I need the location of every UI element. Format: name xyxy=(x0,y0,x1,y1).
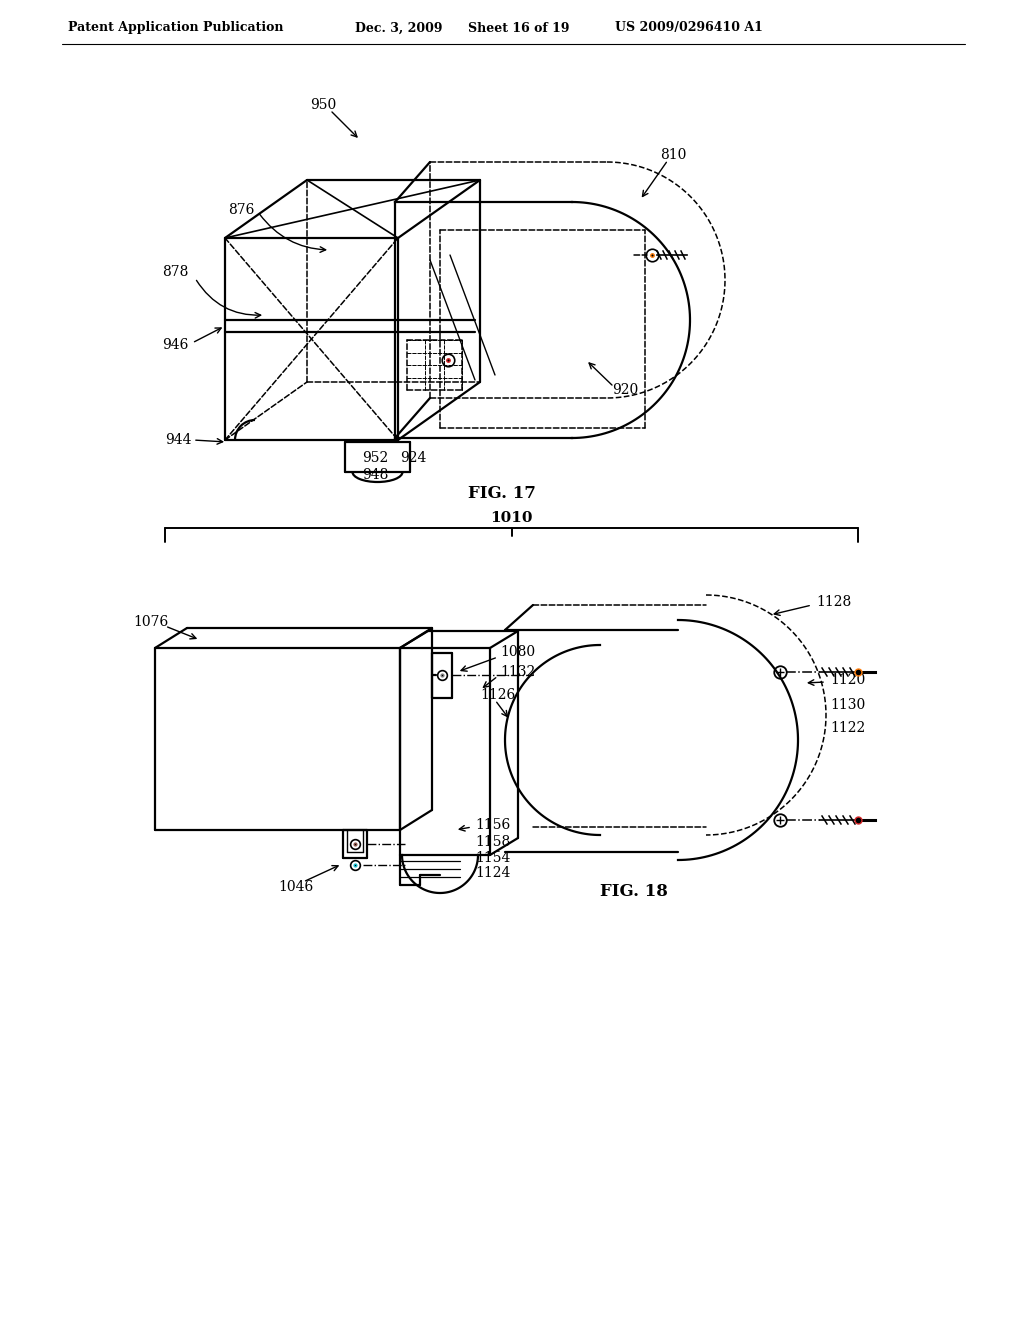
Text: 950: 950 xyxy=(310,98,336,112)
Text: 1046: 1046 xyxy=(278,880,313,894)
Text: 1126: 1126 xyxy=(480,688,515,702)
Text: 1132: 1132 xyxy=(500,665,536,678)
Text: 1010: 1010 xyxy=(490,511,532,525)
Text: 876: 876 xyxy=(228,203,254,216)
Text: 1154: 1154 xyxy=(475,851,510,865)
Text: 920: 920 xyxy=(612,383,638,397)
Text: 1080: 1080 xyxy=(500,645,536,659)
Text: 1076: 1076 xyxy=(133,615,168,630)
Text: Sheet 16 of 19: Sheet 16 of 19 xyxy=(468,21,569,34)
Text: 944: 944 xyxy=(165,433,191,447)
Text: 1120: 1120 xyxy=(830,673,865,686)
Text: 1128: 1128 xyxy=(816,595,851,609)
Text: Dec. 3, 2009: Dec. 3, 2009 xyxy=(355,21,442,34)
Text: 946: 946 xyxy=(162,338,188,352)
Text: Patent Application Publication: Patent Application Publication xyxy=(68,21,284,34)
Text: 1158: 1158 xyxy=(475,836,510,849)
Text: 1130: 1130 xyxy=(830,698,865,711)
Text: US 2009/0296410 A1: US 2009/0296410 A1 xyxy=(615,21,763,34)
Text: 1122: 1122 xyxy=(830,721,865,735)
Text: FIG. 18: FIG. 18 xyxy=(600,883,668,900)
Text: 878: 878 xyxy=(162,265,188,279)
Text: 924: 924 xyxy=(400,451,426,465)
Text: 1124: 1124 xyxy=(475,866,510,880)
Text: 948: 948 xyxy=(362,469,388,482)
Text: 810: 810 xyxy=(660,148,686,162)
Text: 1156: 1156 xyxy=(475,818,510,832)
Text: 952: 952 xyxy=(362,451,388,465)
Text: FIG. 17: FIG. 17 xyxy=(468,484,536,502)
